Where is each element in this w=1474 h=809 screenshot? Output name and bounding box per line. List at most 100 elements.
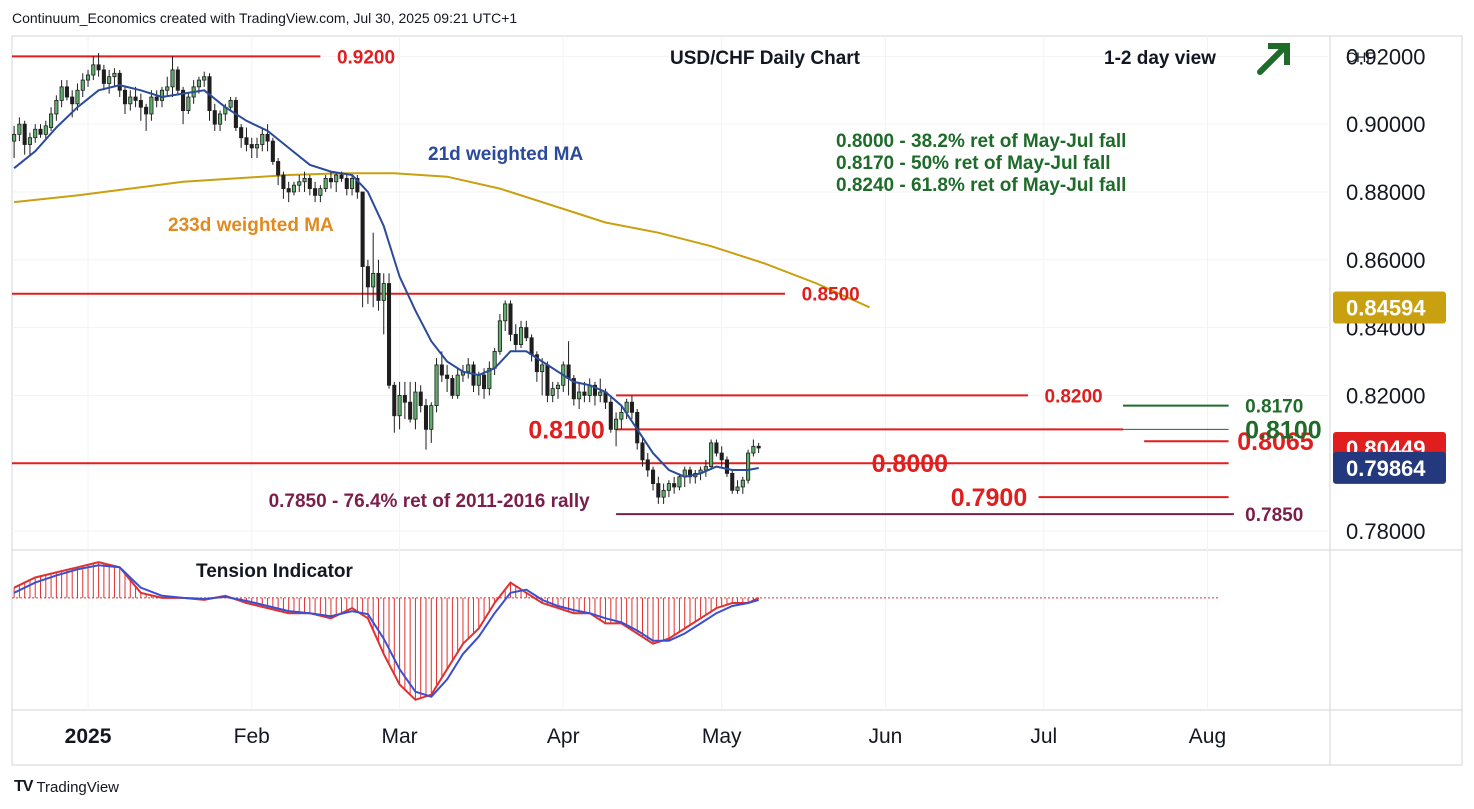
candle-body <box>297 181 302 186</box>
ma233-label: 233d weighted MA <box>168 215 334 236</box>
candle-body <box>249 144 254 149</box>
x-tick-label: Mar <box>381 725 417 748</box>
candle-body <box>360 191 365 267</box>
candle-body <box>429 405 434 430</box>
candle-body <box>651 469 656 484</box>
candle-body <box>735 486 740 491</box>
level-note: 0.7850 - 76.4% ret of 2011-2016 rally <box>269 491 591 512</box>
candle-body <box>80 79 85 91</box>
candle-body <box>12 133 17 142</box>
ma21-label: 21d weighted MA <box>428 144 583 165</box>
tension-signal-line <box>13 564 759 698</box>
level-label: 0.8000 <box>872 450 948 478</box>
candle-body <box>38 128 43 135</box>
candle-body <box>550 388 555 396</box>
candle-body <box>186 96 191 111</box>
x-tick-label: Jul <box>1030 725 1057 748</box>
y-tick-label: 0.82000 <box>1346 383 1426 408</box>
y-tick-label: 0.90000 <box>1346 112 1426 137</box>
level-label: 0.8065 <box>1237 428 1314 456</box>
candle-body <box>149 96 154 115</box>
candle-body <box>170 69 175 88</box>
candle-body <box>672 483 677 488</box>
level-label: 0.8200 <box>1045 386 1103 407</box>
candle-body <box>239 127 244 139</box>
candle-body <box>666 483 671 491</box>
candle-body <box>582 391 587 396</box>
candle-body <box>276 161 281 176</box>
candle-body <box>482 374 487 390</box>
tradingview-brand[interactable]: TV TradingView <box>14 778 119 796</box>
level-label: 0.8170 <box>1245 397 1303 418</box>
candle-body <box>101 69 106 84</box>
candle-body <box>107 76 112 84</box>
chart-title: USD/CHF Daily Chart <box>670 48 861 69</box>
candle-body <box>371 272 376 288</box>
candle-body <box>571 378 576 400</box>
candle-body <box>724 459 730 474</box>
candle-body <box>476 374 481 386</box>
candle-body <box>270 140 275 162</box>
candle-body <box>133 96 138 101</box>
candle-body <box>154 96 159 101</box>
candle-body <box>334 174 339 183</box>
candle-body <box>614 418 619 430</box>
candle-body <box>751 445 756 454</box>
candle-body <box>281 174 286 189</box>
candle-body <box>339 174 344 179</box>
candle-body <box>402 395 407 403</box>
candle-body <box>386 283 392 386</box>
candle-body <box>709 442 714 468</box>
candle-body <box>518 327 524 345</box>
candle-body <box>112 72 117 78</box>
y-tick-label: 0.86000 <box>1346 248 1426 273</box>
candle-body <box>175 69 180 91</box>
candle-body <box>260 133 265 145</box>
candle-body <box>756 445 761 449</box>
x-tick-label: May <box>702 725 742 748</box>
candle-body <box>746 452 751 481</box>
candle-body <box>656 483 661 498</box>
tradingview-name: TradingView <box>36 778 119 796</box>
x-tick-label: 2025 <box>65 725 112 748</box>
price-tag-bg <box>1333 451 1446 484</box>
price-tag-label: 0.79864 <box>1346 456 1426 481</box>
candle-body <box>408 401 413 420</box>
candle-body <box>545 364 550 396</box>
view-label: 1-2 day view <box>1104 48 1216 69</box>
retracement-note: 0.8240 - 61.8% ret of May-Jul fall <box>836 175 1126 196</box>
candle-body <box>466 364 471 373</box>
candle-body <box>392 384 397 417</box>
candle-body <box>645 459 650 471</box>
candle-body <box>365 266 370 288</box>
candle-body <box>555 384 561 390</box>
candle-body <box>418 391 423 406</box>
candle-body <box>508 303 513 335</box>
candle-body <box>313 188 318 196</box>
candle-body <box>687 469 693 478</box>
candle-body <box>128 96 133 105</box>
candle-body <box>608 401 613 430</box>
candle-body <box>598 391 603 396</box>
y-tick-label: 0.78000 <box>1346 519 1426 544</box>
level-label: 0.8500 <box>802 285 860 306</box>
candle-body <box>529 337 534 356</box>
candle-body <box>445 374 450 379</box>
candle-body <box>202 76 207 81</box>
candle-body <box>122 89 128 105</box>
candle-body <box>497 320 502 352</box>
candle-body <box>54 100 59 115</box>
retracement-note: 0.8000 - 38.2% ret of May-Jul fall <box>836 131 1126 152</box>
price-tag-label: 0.84594 <box>1346 295 1426 320</box>
candle-body <box>27 137 32 145</box>
candle-body <box>450 378 455 396</box>
candle-body <box>344 178 349 189</box>
candle-body <box>212 110 217 125</box>
ma233-line <box>13 172 870 309</box>
candle-body <box>70 96 75 105</box>
candle-body <box>91 64 96 76</box>
candle-body <box>703 466 708 471</box>
candle-body <box>640 442 645 461</box>
candle-body <box>714 442 719 454</box>
